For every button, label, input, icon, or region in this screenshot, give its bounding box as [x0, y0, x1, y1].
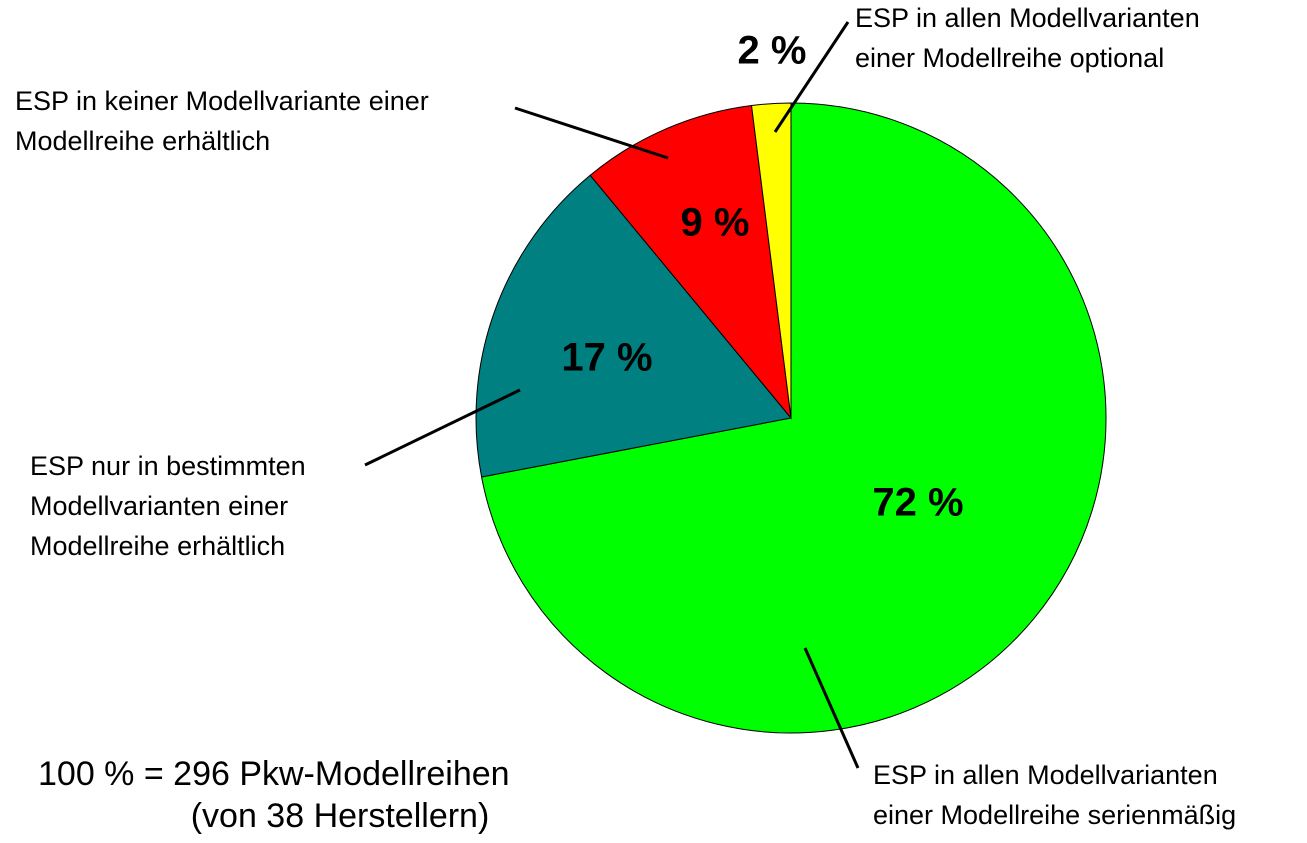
category-label: Modellreihe erhältlich: [15, 126, 270, 156]
category-label: ESP in allen Modellvarianten: [873, 760, 1218, 790]
annotation: (von 38 Herstellern): [191, 797, 490, 835]
category-label: einer Modellreihe optional: [855, 43, 1164, 73]
value-label: 9 %: [681, 201, 750, 245]
annotation: 100 % = 296 Pkw-Modellreihen: [38, 755, 510, 793]
pie-slice: [750, 102, 792, 419]
category-label: ESP in keiner Modellvariante einer: [15, 86, 429, 116]
value-label: 2 %: [738, 29, 807, 73]
leader-line: [803, 647, 860, 769]
pie-slice: [480, 102, 1107, 734]
category-label: Modellreihe erhältlich: [30, 531, 285, 561]
category-label: einer Modellreihe serienmäßig: [873, 800, 1236, 830]
leader-line: [364, 388, 521, 467]
leader-line: [514, 106, 669, 160]
pie-slice: [589, 104, 792, 420]
value-label: 17 %: [561, 336, 652, 380]
category-label: ESP in allen Modellvarianten: [855, 3, 1200, 33]
category-label: Modellvarianten einer: [30, 491, 288, 521]
leader-line: [773, 21, 850, 133]
value-label: 72 %: [872, 481, 963, 525]
pie-slice: [475, 174, 792, 478]
category-label: ESP nur in bestimmten: [30, 451, 306, 481]
